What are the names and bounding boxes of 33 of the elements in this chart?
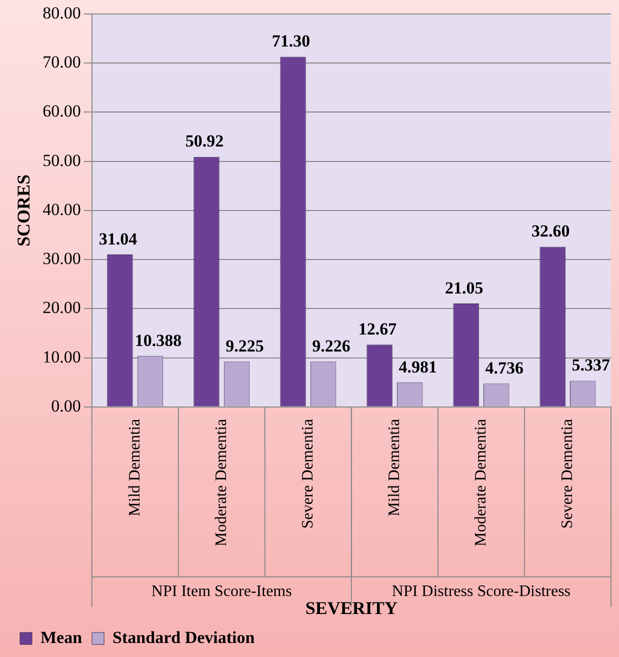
y-tick-label: 80.00 bbox=[42, 3, 81, 22]
y-tick-label: 70.00 bbox=[42, 52, 81, 72]
data-label: 21.05 bbox=[444, 278, 484, 298]
y-axis-title: SCORES bbox=[13, 174, 34, 246]
text: NPI Distress Score-Distress bbox=[392, 583, 571, 600]
data-label: 31.04 bbox=[98, 229, 138, 248]
data-label: 4.981 bbox=[398, 357, 437, 376]
data-label: 9.226 bbox=[312, 336, 350, 356]
text: NPI Item Score-Items bbox=[151, 583, 292, 600]
data-label: 71.30 bbox=[272, 32, 310, 51]
data-label: 5.337 bbox=[572, 356, 611, 375]
y-tick-label: 50.00 bbox=[42, 150, 81, 170]
y-tick-label: 20.00 bbox=[42, 298, 81, 318]
legend-label: Mean bbox=[40, 628, 83, 647]
x-tick-label: Severe Dementia bbox=[558, 418, 576, 529]
data-label: 4.736 bbox=[485, 358, 524, 378]
data-label: 10.388 bbox=[134, 330, 182, 350]
x-tick-label: Moderate Dementia bbox=[212, 418, 230, 546]
x-axis-title: SEVERITY bbox=[305, 598, 398, 618]
data-label: 32.60 bbox=[531, 222, 570, 241]
legend-label: Standard Deviation bbox=[112, 628, 256, 647]
y-tick-label: 10.00 bbox=[42, 347, 81, 366]
y-tick-label: 30.00 bbox=[42, 249, 81, 268]
data-label: 50.92 bbox=[185, 132, 224, 151]
y-tick-label: 40.00 bbox=[42, 200, 81, 219]
x-tick-label: Moderate Dementia bbox=[472, 418, 490, 546]
y-tick-label: 60.00 bbox=[42, 102, 81, 121]
data-label: 12.67 bbox=[358, 320, 398, 339]
data-label: 9.225 bbox=[226, 336, 264, 356]
y-tick-label: 0.00 bbox=[51, 396, 81, 416]
x-tick-label: Mild Dementia bbox=[386, 418, 403, 516]
x-tick-label: Severe Dementia bbox=[299, 418, 316, 529]
x-tick-label: Mild Dementia bbox=[126, 418, 144, 516]
